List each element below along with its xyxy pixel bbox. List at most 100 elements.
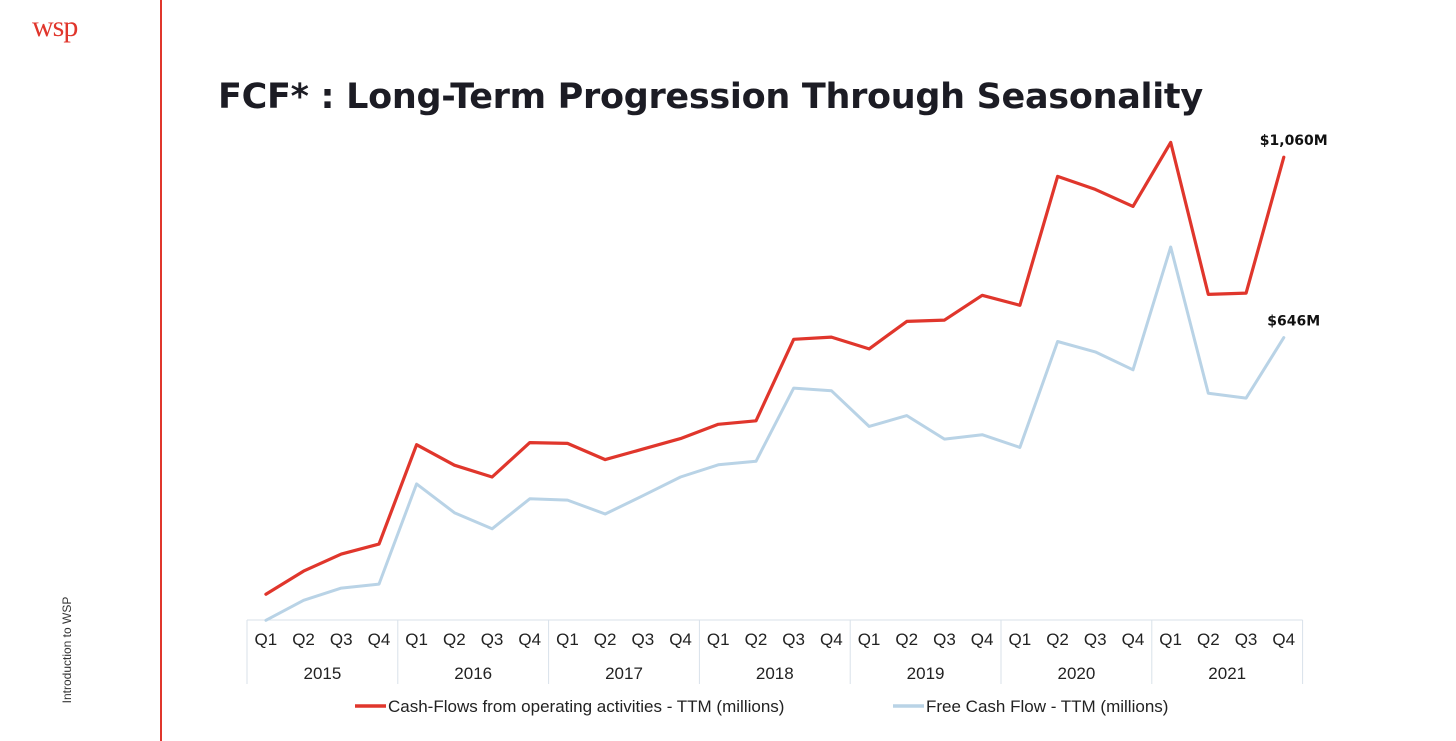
data-point	[1056, 339, 1060, 343]
x-tick-label: Q1	[255, 630, 278, 649]
data-point	[339, 552, 343, 556]
data-point	[829, 335, 833, 339]
x-tick-label: Q1	[556, 630, 579, 649]
data-point	[528, 497, 532, 501]
x-year-label: 2019	[907, 664, 945, 683]
data-point	[1131, 368, 1135, 372]
x-tick-label: Q3	[330, 630, 353, 649]
data-point	[1093, 187, 1097, 191]
x-tick-label: Q2	[1197, 630, 1220, 649]
data-point	[716, 463, 720, 467]
data-point	[339, 586, 343, 590]
data-point	[754, 419, 758, 423]
legend: Cash-Flows from operating activities - T…	[355, 697, 1168, 716]
data-point	[905, 319, 909, 323]
data-point	[1206, 292, 1210, 296]
x-tick-label: Q3	[782, 630, 805, 649]
data-point	[490, 527, 494, 531]
x-tick-label: Q1	[405, 630, 428, 649]
data-point	[679, 475, 683, 479]
data-point	[603, 458, 607, 462]
x-year-label: 2020	[1057, 664, 1095, 683]
x-tick-label: Q1	[707, 630, 730, 649]
series-layer	[264, 140, 1286, 622]
x-tick-label: Q3	[632, 630, 655, 649]
data-point	[980, 433, 984, 437]
legend-label: Free Cash Flow - TTM (millions)	[926, 697, 1168, 716]
data-point	[942, 318, 946, 322]
x-tick-label: Q4	[669, 630, 692, 649]
data-point	[377, 582, 381, 586]
series-line-free-cash-flow	[264, 245, 1286, 622]
data-point	[415, 482, 419, 486]
data-point	[1206, 391, 1210, 395]
x-tick-label: Q4	[971, 630, 994, 649]
x-year-label: 2017	[605, 664, 643, 683]
data-point	[565, 498, 569, 502]
data-point	[641, 494, 645, 498]
x-tick-label: Q1	[1009, 630, 1032, 649]
x-tick-label: Q2	[745, 630, 768, 649]
data-point	[905, 414, 909, 418]
data-point	[792, 337, 796, 341]
x-tick-label: Q4	[368, 630, 391, 649]
x-year-label: 2015	[303, 664, 341, 683]
data-point	[377, 542, 381, 546]
x-tick-label: Q3	[1084, 630, 1107, 649]
data-point	[867, 424, 871, 428]
end-labels: $646M $1,060M	[1260, 133, 1328, 329]
x-tick-label: Q2	[594, 630, 617, 649]
data-point	[302, 598, 306, 602]
data-point	[1169, 140, 1173, 144]
end-value-label: $646M	[1267, 314, 1320, 330]
x-tick-label: Q3	[481, 630, 504, 649]
data-point	[415, 443, 419, 447]
data-point	[867, 347, 871, 351]
data-point	[754, 459, 758, 463]
wsp-logo: wsp	[32, 14, 78, 43]
data-point	[1093, 350, 1097, 354]
x-tick-label: Q4	[518, 630, 541, 649]
data-point	[565, 441, 569, 445]
data-point	[264, 592, 268, 596]
data-point	[1056, 174, 1060, 178]
x-tick-label: Q2	[292, 630, 315, 649]
data-point	[528, 441, 532, 445]
data-point	[641, 447, 645, 451]
data-point	[603, 512, 607, 516]
data-point	[1018, 445, 1022, 449]
x-tick-label: Q1	[1159, 630, 1182, 649]
side-accent-rule	[160, 0, 162, 741]
data-point	[1244, 396, 1248, 400]
data-point	[452, 511, 456, 515]
data-point	[942, 437, 946, 441]
legend-label: Cash-Flows from operating activities - T…	[388, 697, 784, 716]
data-point	[1282, 336, 1286, 340]
data-point	[1282, 155, 1286, 159]
data-point	[716, 422, 720, 426]
data-point	[829, 389, 833, 393]
data-point	[679, 437, 683, 441]
data-point	[1018, 303, 1022, 307]
x-tick-label: Q2	[895, 630, 918, 649]
x-axis-table: Q1 Q2 Q3 Q4 Q1 Q2 Q3 Q4 Q1 Q2 Q3 Q4 Q1 Q2 Q3 Q4 Q1 Q2 Q3 Q4…	[246, 619, 1304, 684]
data-point	[1131, 204, 1135, 208]
x-tick-label: Q2	[1046, 630, 1069, 649]
data-point	[302, 569, 306, 573]
data-point	[980, 293, 984, 297]
data-point	[452, 463, 456, 467]
x-tick-label: Q4	[1272, 630, 1295, 649]
x-tick-label: Q4	[820, 630, 843, 649]
x-tick-label: Q3	[933, 630, 956, 649]
data-point	[490, 475, 494, 479]
x-tick-label: Q3	[1235, 630, 1258, 649]
series-line-operating-cash-flow	[264, 140, 1286, 596]
page-title: FCF* : Long-Term Progression Through Sea…	[218, 77, 1203, 117]
x-year-label: 2021	[1208, 664, 1246, 683]
data-point	[1244, 291, 1248, 295]
x-year-label: 2018	[756, 664, 794, 683]
x-tick-label: Q2	[443, 630, 466, 649]
data-point	[792, 386, 796, 390]
x-tick-label: Q1	[858, 630, 881, 649]
